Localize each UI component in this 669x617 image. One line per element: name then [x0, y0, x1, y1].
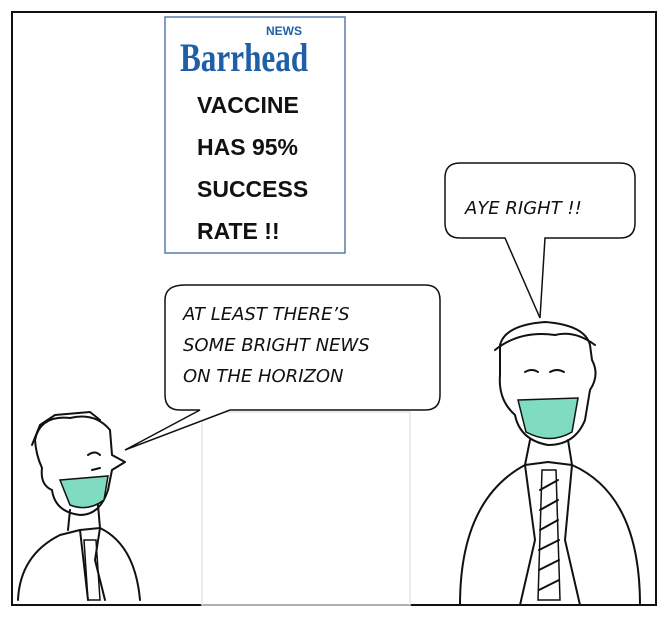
headline-line: VACCINE — [197, 92, 299, 118]
newspaper — [164, 16, 346, 254]
speech-line: SOME BRIGHT NEWS — [183, 335, 370, 356]
speech-bubble — [444, 162, 636, 319]
door — [201, 411, 411, 606]
masthead: Barrhead — [180, 35, 308, 80]
headline: VACCINE HAS 95% SUCCESS RATE !! — [197, 92, 308, 244]
speech-text: AT LEAST THERE’S SOME BRIGHT NEWS ON THE H… — [182, 198, 582, 387]
right-man — [459, 321, 641, 606]
speech-line: AT LEAST THERE’S — [182, 304, 350, 325]
left-man — [17, 411, 141, 601]
speech-line: AYE RIGHT !! — [464, 198, 582, 219]
headline-line: SUCCESS — [197, 176, 308, 202]
speech-line: ON THE HORIZON — [183, 366, 343, 387]
speech-bubble — [124, 284, 441, 451]
headline-line: RATE !! — [197, 218, 280, 244]
masthead-tag: NEWS — [266, 24, 302, 38]
headline-line: HAS 95% — [197, 134, 298, 160]
